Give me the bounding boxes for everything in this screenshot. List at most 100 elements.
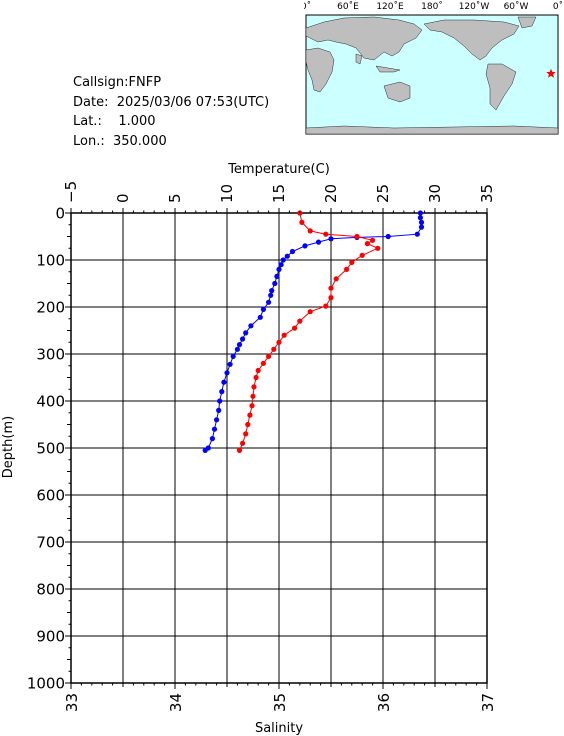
temperature-data-point bbox=[269, 288, 275, 294]
depth-tick-label: 100 bbox=[36, 252, 65, 270]
temperature-data-point bbox=[202, 447, 208, 453]
salinity-data-point bbox=[236, 447, 243, 453]
temperature-data-point bbox=[214, 417, 220, 423]
location-marker bbox=[546, 68, 556, 78]
depth-tick-label: 700 bbox=[36, 534, 65, 552]
salinity-data-point bbox=[323, 231, 329, 237]
salinity-tick-label: 36 bbox=[375, 693, 393, 712]
temperature-data-point bbox=[289, 248, 296, 255]
salinity-data-point bbox=[354, 233, 360, 240]
temperature-tick-label: 0 bbox=[114, 193, 132, 203]
temperature-data-point bbox=[230, 353, 236, 359]
temperature-data-point bbox=[243, 330, 249, 336]
salinity-data-point bbox=[333, 276, 339, 282]
temperature-data-point bbox=[211, 426, 218, 432]
salinity-data-point bbox=[243, 431, 249, 437]
callsign-label: Callsign:FNFP bbox=[73, 75, 162, 90]
depth-tick-label: 500 bbox=[36, 440, 65, 458]
salinity-tick-label: 37 bbox=[479, 693, 497, 712]
temperature-data-point bbox=[266, 299, 272, 305]
salinity-data-point bbox=[299, 219, 305, 225]
chart-series bbox=[202, 210, 425, 453]
map-lon-label: 120˚W bbox=[459, 1, 490, 12]
temperature-data-point bbox=[418, 219, 425, 225]
temperature-data-point bbox=[328, 236, 334, 242]
salinity-data-point bbox=[344, 266, 350, 272]
salinity-data-point bbox=[250, 393, 256, 399]
depth-tick-label: 900 bbox=[36, 628, 65, 646]
depth-tick-label: 1000 bbox=[27, 675, 65, 693]
temperature-profile-line bbox=[204, 213, 422, 451]
temperature-axis-title: Temperature(C) bbox=[227, 162, 330, 177]
salinity-data-point bbox=[307, 309, 313, 315]
salinity-data-point bbox=[328, 285, 334, 291]
temperature-tick-label: 20 bbox=[322, 184, 340, 203]
temperature-data-point bbox=[414, 231, 420, 237]
temperature-data-point bbox=[260, 306, 266, 312]
salinity-profile-line bbox=[239, 212, 380, 451]
temperature-tick-label: 35 bbox=[478, 184, 496, 203]
temperature-tick-label: 10 bbox=[218, 184, 236, 203]
salinity-data-point bbox=[247, 412, 253, 418]
lat-label: Lat.: 1.000 bbox=[73, 114, 156, 129]
salinity-data-point bbox=[240, 440, 246, 446]
temperature-data-point bbox=[221, 379, 227, 385]
salinity-tick-label: 34 bbox=[167, 693, 185, 712]
salinity-data-point bbox=[249, 403, 255, 409]
temperature-data-point bbox=[276, 266, 282, 272]
temperature-data-point bbox=[209, 436, 215, 442]
map-land bbox=[305, 16, 559, 135]
salinity-data-point bbox=[253, 374, 259, 381]
temperature-data-point bbox=[257, 314, 263, 320]
temperature-data-point bbox=[385, 233, 391, 240]
salinity-data-point bbox=[370, 237, 376, 243]
temperature-data-point bbox=[217, 398, 223, 404]
temperature-tick-label: 15 bbox=[270, 184, 288, 203]
station-info: Callsign:FNFP Date: 2025/03/06 07:53(UTC… bbox=[73, 73, 269, 151]
depth-tick-label: 600 bbox=[36, 487, 65, 505]
salinity-data-point bbox=[255, 367, 261, 374]
salinity-data-point bbox=[281, 332, 287, 338]
salinity-data-point bbox=[292, 325, 298, 331]
salinity-tick-label: 33 bbox=[63, 693, 81, 712]
depth-tick-label: 400 bbox=[36, 393, 65, 411]
depth-tick-label: 0 bbox=[55, 205, 65, 223]
salinity-data-point bbox=[260, 360, 266, 366]
star-icon bbox=[546, 68, 556, 78]
salinity-data-point bbox=[359, 252, 365, 258]
temperature-data-point bbox=[417, 215, 423, 221]
salinity-data-point bbox=[323, 303, 329, 309]
map-lon-label: 120˚E bbox=[376, 1, 404, 12]
salinity-data-point bbox=[297, 318, 303, 324]
temperature-data-point bbox=[278, 262, 284, 268]
lon-label: Lon.: 350.000 bbox=[73, 133, 167, 149]
salinity-data-point bbox=[364, 241, 370, 247]
depth-tick-label: 800 bbox=[36, 581, 65, 599]
temperature-data-point bbox=[418, 224, 425, 230]
salinity-data-point bbox=[266, 353, 272, 359]
temperature-data-point bbox=[302, 243, 308, 249]
temperature-tick-label: −5 bbox=[62, 181, 80, 203]
temperature-data-point bbox=[219, 389, 225, 395]
salinity-axis-title: Salinity bbox=[255, 721, 303, 736]
temperature-data-point bbox=[224, 370, 230, 376]
depth-axis-title: Depth(m) bbox=[1, 416, 16, 478]
date-label: Date: 2025/03/06 07:53(UTC) bbox=[73, 94, 270, 110]
temperature-data-point bbox=[280, 257, 286, 263]
map-lon-label: 180˚ bbox=[421, 1, 443, 12]
temperature-data-point bbox=[315, 239, 322, 245]
salinity-data-point bbox=[271, 346, 277, 352]
depth-tick-label: 200 bbox=[36, 299, 65, 317]
temperature-tick-label: 30 bbox=[426, 184, 444, 203]
temperature-data-point bbox=[274, 273, 280, 279]
map-lon-label: 0˚ bbox=[304, 1, 311, 12]
salinity-data-point bbox=[251, 384, 257, 390]
temperature-data-point bbox=[236, 342, 243, 348]
salinity-data-point bbox=[245, 421, 251, 428]
salinity-tick-label: 35 bbox=[271, 693, 289, 712]
salinity-data-point bbox=[328, 295, 334, 301]
temperature-data-point bbox=[240, 336, 246, 342]
temperature-data-point bbox=[227, 361, 233, 367]
